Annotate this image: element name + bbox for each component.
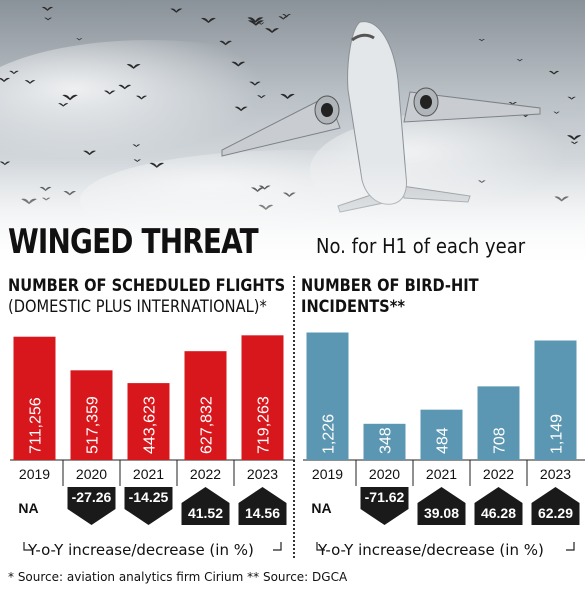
flights-value-label-2023: 719,263 bbox=[256, 396, 273, 454]
birdhit-up-arrow-icon-2022 bbox=[474, 487, 523, 525]
birdhit-year-label-2020: 2020 bbox=[369, 466, 400, 482]
birdhit-bar-2019 bbox=[306, 332, 349, 460]
birdhit-yoy-label-2023: 62.29 bbox=[538, 505, 573, 521]
flights-bar-2019 bbox=[13, 336, 56, 460]
flights-year-label-2019: 2019 bbox=[19, 466, 50, 482]
birdhit-year-label-2019: 2019 bbox=[312, 466, 343, 482]
flights-value-label-2019: 711,256 bbox=[28, 397, 45, 454]
source-footnote: * Source: aviation analytics firm Cirium… bbox=[8, 570, 348, 584]
birdhit-year-label-2023: 2023 bbox=[540, 466, 571, 482]
flights-yoy-label-2020: -27.26 bbox=[72, 489, 112, 505]
flights-year-label-2023: 2023 bbox=[247, 466, 278, 482]
flights-yoy-label-2021: -14.25 bbox=[129, 489, 169, 505]
flights-yoy-na: NA bbox=[18, 500, 38, 516]
flights-year-label-2021: 2021 bbox=[133, 466, 164, 482]
flights-up-arrow-icon-2022 bbox=[181, 487, 230, 525]
birdhit-value-label-2022: 708 bbox=[492, 427, 509, 454]
flights-year-label-2020: 2020 bbox=[76, 466, 107, 482]
birdhit-yoy-na: NA bbox=[311, 500, 331, 516]
infographic-title: WINGED THREAT bbox=[8, 222, 259, 262]
flights-yoy-label-2023: 14.56 bbox=[245, 505, 280, 521]
flights-down-arrow-icon-2021 bbox=[124, 487, 173, 525]
airplane-birds-illustration bbox=[0, 0, 585, 270]
flights-bar-2020 bbox=[70, 370, 113, 460]
birdhit-yoy-label-2022: 46.28 bbox=[481, 505, 516, 521]
birdhit-yoy-label-2021: 39.08 bbox=[424, 505, 459, 521]
flights-up-arrow-icon-2023 bbox=[238, 487, 287, 525]
flights-down-arrow-icon-2020 bbox=[67, 487, 116, 525]
flights-chart-title: NUMBER OF SCHEDULED FLIGHTS bbox=[8, 276, 286, 296]
flights-bar-2021 bbox=[127, 383, 170, 460]
birdhit-up-arrow-icon-2021 bbox=[417, 487, 466, 525]
flights-bracket-right bbox=[273, 542, 282, 551]
flights-value-label-2022: 627,832 bbox=[199, 396, 216, 454]
birdhit-yoy-caption: Y-o-Y increase/decrease (in %) bbox=[318, 541, 544, 559]
birdhit-bar-2021 bbox=[420, 409, 463, 460]
flights-bar-2022 bbox=[184, 351, 227, 460]
airplane-birds-photo bbox=[0, 0, 585, 270]
birdhit-bar-2020 bbox=[363, 423, 406, 460]
flights-value-label-2021: 443,623 bbox=[142, 396, 159, 454]
flights-bar-2023 bbox=[241, 335, 284, 460]
birdhit-value-label-2023: 1,149 bbox=[549, 414, 566, 454]
flights-bracket-left bbox=[23, 542, 32, 551]
flights-yoy-label-2022: 41.52 bbox=[188, 505, 223, 521]
birdhit-down-arrow-icon-2020 bbox=[360, 487, 409, 525]
section-divider bbox=[293, 276, 295, 558]
birdhit-bracket-left bbox=[316, 542, 325, 551]
period-note: No. for H1 of each year bbox=[316, 234, 526, 258]
birdhit-value-label-2019: 1,226 bbox=[321, 414, 338, 454]
birdhit-year-label-2021: 2021 bbox=[426, 466, 457, 482]
flights-chart-subtitle: (DOMESTIC PLUS INTERNATIONAL)* bbox=[8, 297, 267, 317]
birdhit-chart-title: NUMBER OF BIRD-HIT bbox=[301, 276, 479, 296]
birdhit-yoy-label-2020: -71.62 bbox=[365, 489, 405, 505]
birdhit-up-arrow-icon-2023 bbox=[531, 487, 580, 525]
birdhit-value-label-2020: 348 bbox=[378, 427, 395, 454]
birdhit-chart-subtitle: INCIDENTS** bbox=[301, 297, 406, 317]
birdhit-bar-2023 bbox=[534, 340, 577, 460]
flights-yoy-caption: Y-o-Y increase/decrease (in %) bbox=[28, 541, 254, 559]
flights-value-label-2020: 517,359 bbox=[85, 396, 102, 454]
birdhit-bar-2022 bbox=[477, 386, 520, 460]
birdhit-year-label-2022: 2022 bbox=[483, 466, 514, 482]
birdhit-value-label-2021: 484 bbox=[435, 427, 452, 454]
flights-year-label-2022: 2022 bbox=[190, 466, 221, 482]
birdhit-bracket-right bbox=[566, 542, 575, 551]
